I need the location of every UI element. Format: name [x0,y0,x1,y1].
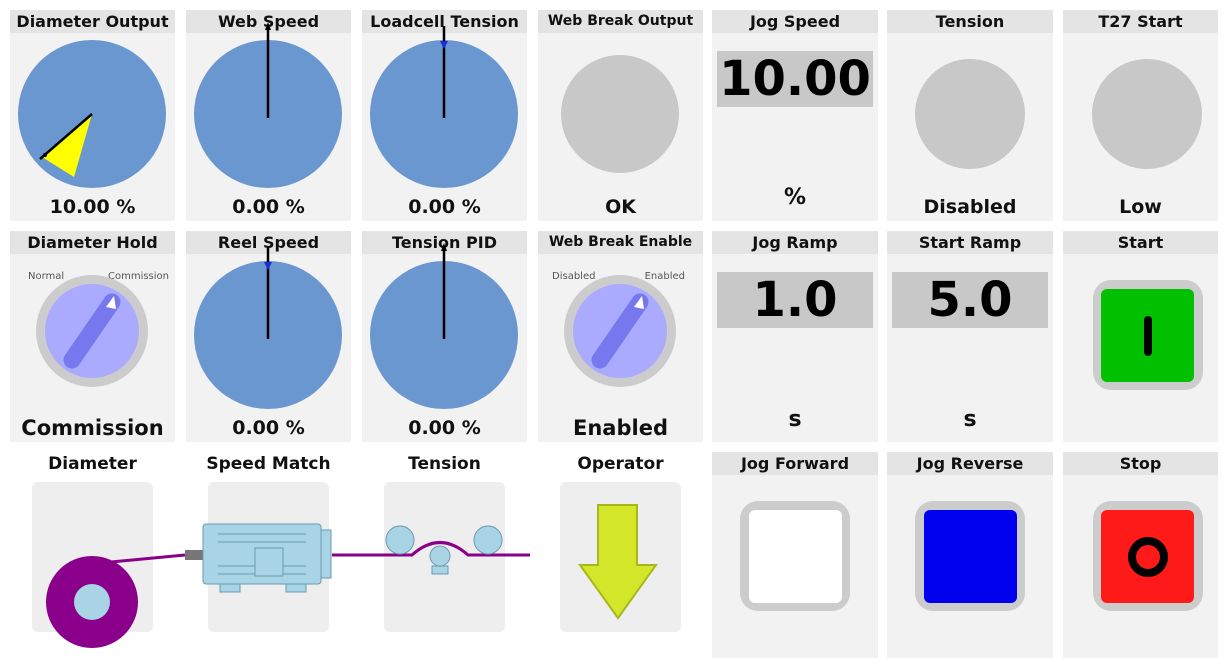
diameter-hold-selector-switch[interactable] [10,231,175,442]
web-break-output-lamp [561,55,679,173]
diameter-hold-tile[interactable]: Diameter Hold Normal Commission Commissi… [10,231,175,442]
arrow-down-icon [578,504,658,620]
jog-ramp-display[interactable]: 1.0 [717,272,873,328]
web-break-enable-left-label: Disabled [552,271,596,282]
stop-button[interactable] [1063,452,1218,658]
stop-tile: Stop [1063,452,1218,658]
start-ramp-title: Start Ramp [887,231,1053,254]
web-break-enable-selector-switch[interactable] [538,231,703,442]
tension-lamp [915,59,1025,169]
jog-reverse-title: Jog Reverse [887,452,1053,475]
loadcell-tension-value: 0.00 % [408,196,481,218]
start-ramp-tile[interactable]: Start Ramp 5.0 s [887,231,1053,442]
web-break-output-tile: Web Break Output OK [538,10,703,221]
loadcell-tension-tile: Loadcell Tension 0.00 % [362,10,527,221]
diameter-hold-title: Diameter Hold [10,231,175,254]
tension-rollers-icon [385,525,503,575]
reel-speed-title: Reel Speed [186,231,351,254]
reel-speed-value: 0.00 % [232,417,305,439]
jog-forward-tile: Jog Forward [712,452,878,658]
speed-match-label: Speed Match [206,454,331,474]
diameter-hold-left-label: Normal [28,271,65,282]
diameter-hold-value: Commission [21,416,164,440]
tension-value: Disabled [923,196,1017,218]
diameter-hold-right-label: Commission [107,271,169,282]
web-speed-title: Web Speed [186,10,351,33]
start-ramp-display[interactable]: 5.0 [892,272,1048,328]
reel-speed-tile: Reel Speed 0.00 % [186,231,351,442]
jog-speed-tile[interactable]: Jog Speed 10.00 % [712,10,878,221]
jog-speed-display[interactable]: 10.00 [717,51,873,107]
t27-start-value: Low [1119,196,1162,218]
start-ramp-unit: s [963,407,977,432]
jog-reverse-tile: Jog Reverse [887,452,1053,658]
stop-title: Stop [1063,452,1218,475]
web-speed-gauge [194,22,342,188]
diameter-label: Diameter [48,454,137,474]
jog-speed-title: Jog Speed [712,10,878,33]
tension-pid-tile: Tension PID 0.00 % [362,231,527,442]
web-break-enable-value: Enabled [573,416,668,440]
tension-title: Tension [887,10,1053,33]
jog-forward-button[interactable] [712,452,878,658]
tension-pid-gauge [370,243,518,409]
diameter-output-gauge [18,40,166,188]
diameter-output-tile: Diameter Output 10.00 % [10,10,175,221]
tension-diagram-label: Tension [408,454,481,474]
diameter-output-value: 10.00 % [49,196,136,218]
t27-start-tile: T27 Start Low [1063,10,1218,221]
jog-reverse-button[interactable] [887,452,1053,658]
t27-start-title: T27 Start [1063,10,1218,33]
web-process-diagram [46,504,658,648]
jog-ramp-unit: s [788,407,802,432]
diameter-output-title: Diameter Output [10,10,175,33]
start-title: Start [1063,231,1218,254]
web-break-output-title: Web Break Output [538,10,703,33]
web-break-output-value: OK [605,196,636,218]
web-speed-value: 0.00 % [232,196,305,218]
jog-speed-unit: % [783,185,807,210]
t27-start-lamp [1092,59,1202,169]
tension-tile: Tension Disabled [887,10,1053,221]
diameter-output-fill [42,114,92,177]
web-break-enable-tile[interactable]: Web Break Enable Disabled Enabled Enable… [538,231,703,442]
jog-forward-title: Jog Forward [712,452,878,475]
tension-pid-title: Tension PID [362,231,527,254]
web-speed-tile: Web Speed 0.00 % [186,10,351,221]
start-button[interactable] [1063,231,1218,442]
loadcell-tension-gauge [370,26,518,188]
motor-icon [185,523,332,593]
reel-icon [46,556,138,648]
start-tile: Start [1063,231,1218,442]
web-break-enable-right-label: Enabled [644,271,685,282]
reel-speed-gauge [194,247,342,409]
web-break-enable-title: Web Break Enable [538,231,703,254]
operator-label: Operator [577,454,664,474]
loadcell-tension-title: Loadcell Tension [362,10,527,33]
jog-ramp-tile[interactable]: Jog Ramp 1.0 s [712,231,878,442]
tension-pid-value: 0.00 % [408,417,481,439]
jog-ramp-title: Jog Ramp [712,231,878,254]
